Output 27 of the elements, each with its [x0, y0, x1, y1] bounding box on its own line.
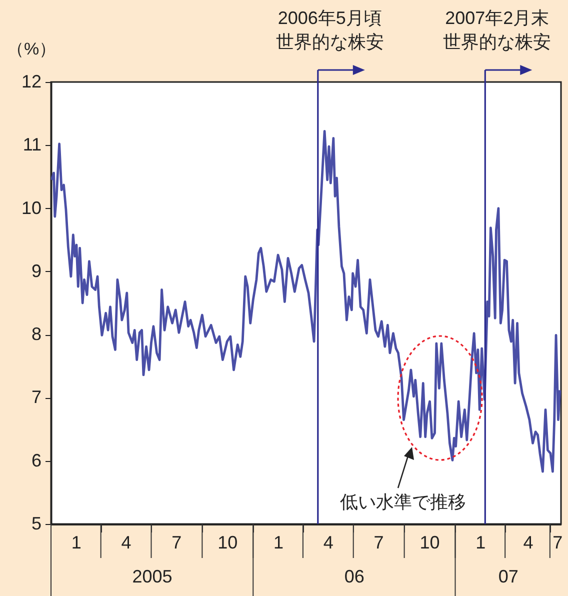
y-axis-title: （%） [6, 40, 56, 58]
x-tick-label: 7 [552, 532, 563, 552]
x-tick-label: 1 [71, 532, 82, 552]
x-tick-label: 1 [274, 532, 284, 552]
ref-line-label: 2007年2月末世界的な株安 [443, 8, 552, 52]
ref-line-label: 2006年5月頃世界的な株安 [276, 8, 384, 52]
annotation: 低い水準で推移 [340, 492, 466, 512]
y-tick-label: 8 [31, 324, 42, 344]
x-tick-label: 10 [420, 532, 440, 552]
x-tick-label: 7 [172, 532, 182, 552]
x-tick-label: 4 [523, 532, 534, 552]
y-tick-label: 12 [21, 72, 42, 92]
x-tick-label: 10 [218, 532, 238, 552]
x2-tick-label: 06 [344, 566, 364, 586]
x-tick-label: 7 [374, 532, 384, 552]
y-tick-label: 6 [31, 450, 42, 470]
y-tick-label: 5 [31, 514, 42, 534]
y-tick-label: 10 [21, 198, 42, 218]
x-tick-label: 4 [323, 532, 334, 552]
x2-tick-label: 07 [498, 566, 518, 586]
y-tick-label: 9 [31, 260, 42, 281]
x-tick-label: 1 [476, 532, 486, 552]
y-tick-label: 7 [31, 387, 42, 408]
x2-tick-label: 2005 [132, 566, 172, 586]
y-tick-label: 11 [22, 134, 42, 155]
x-tick-label: 4 [121, 532, 132, 552]
line-series [51, 130, 561, 473]
